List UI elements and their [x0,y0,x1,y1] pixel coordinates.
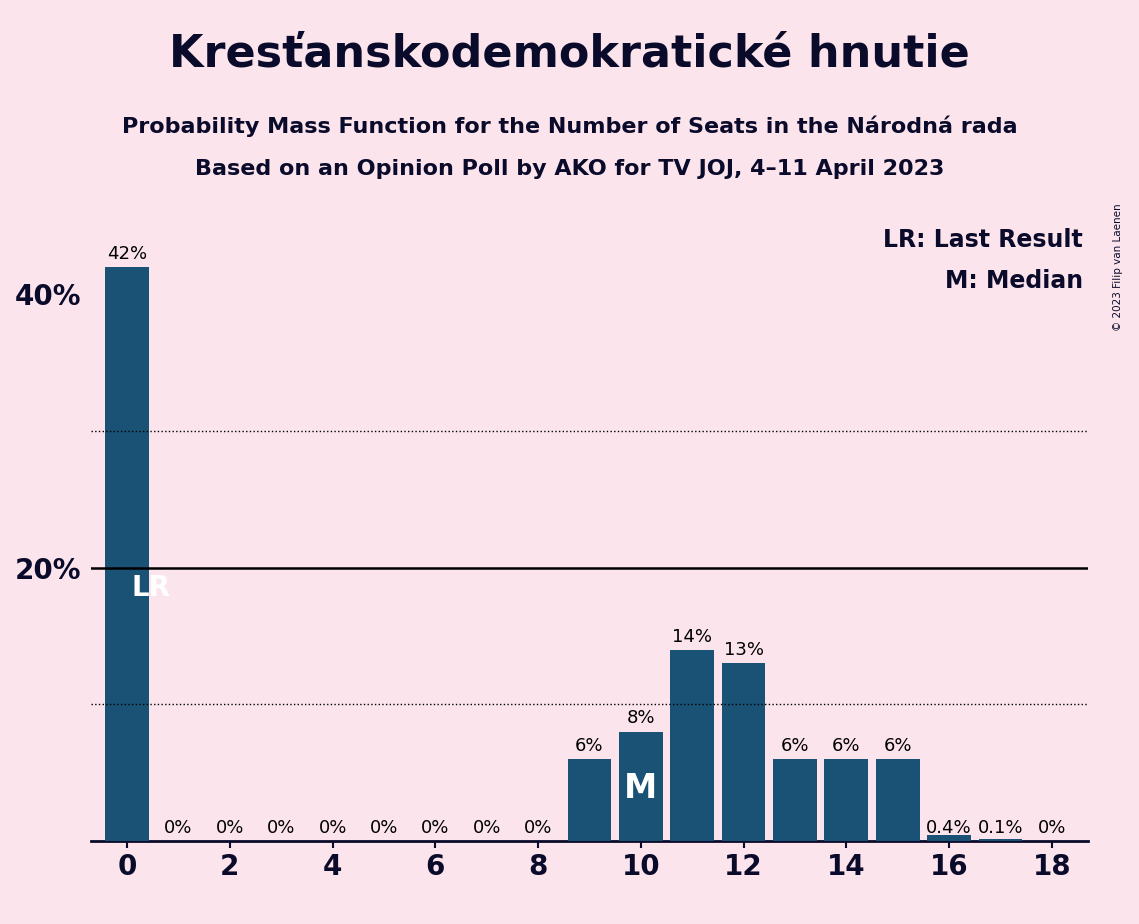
Bar [567,759,612,841]
Text: 0%: 0% [319,819,346,837]
Text: 0%: 0% [524,819,552,837]
Bar [671,650,714,841]
Text: 6%: 6% [575,736,604,755]
Text: M: Median: M: Median [944,269,1083,293]
Text: 0%: 0% [473,819,501,837]
Text: © 2023 Filip van Laenen: © 2023 Filip van Laenen [1114,203,1123,331]
Bar [773,759,817,841]
Text: Probability Mass Function for the Number of Seats in the Národná rada: Probability Mass Function for the Number… [122,116,1017,137]
Bar [927,835,970,841]
Text: 13%: 13% [723,641,763,659]
Text: 6%: 6% [833,736,861,755]
Text: 8%: 8% [626,710,655,727]
Bar [618,732,663,841]
Text: M: M [624,772,657,806]
Bar [722,663,765,841]
Text: 0%: 0% [1038,819,1066,837]
Text: 0.1%: 0.1% [977,819,1023,837]
Text: 42%: 42% [107,245,147,263]
Text: Kresťanskodemokratické hnutie: Kresťanskodemokratické hnutie [169,32,970,76]
Text: Based on an Opinion Poll by AKO for TV JOJ, 4–11 April 2023: Based on an Opinion Poll by AKO for TV J… [195,159,944,179]
Text: 0%: 0% [164,819,192,837]
Text: 0%: 0% [370,819,399,837]
Bar [876,759,919,841]
Bar [978,840,1022,841]
Bar [825,759,868,841]
Text: 6%: 6% [780,736,809,755]
Text: 0.4%: 0.4% [926,819,972,837]
Text: 0%: 0% [267,819,295,837]
Text: LR: Last Result: LR: Last Result [883,228,1083,252]
Text: 0%: 0% [421,819,450,837]
Text: 14%: 14% [672,627,712,646]
Text: 0%: 0% [215,819,244,837]
Bar [105,267,149,841]
Text: LR: LR [131,575,170,602]
Text: 6%: 6% [884,736,912,755]
